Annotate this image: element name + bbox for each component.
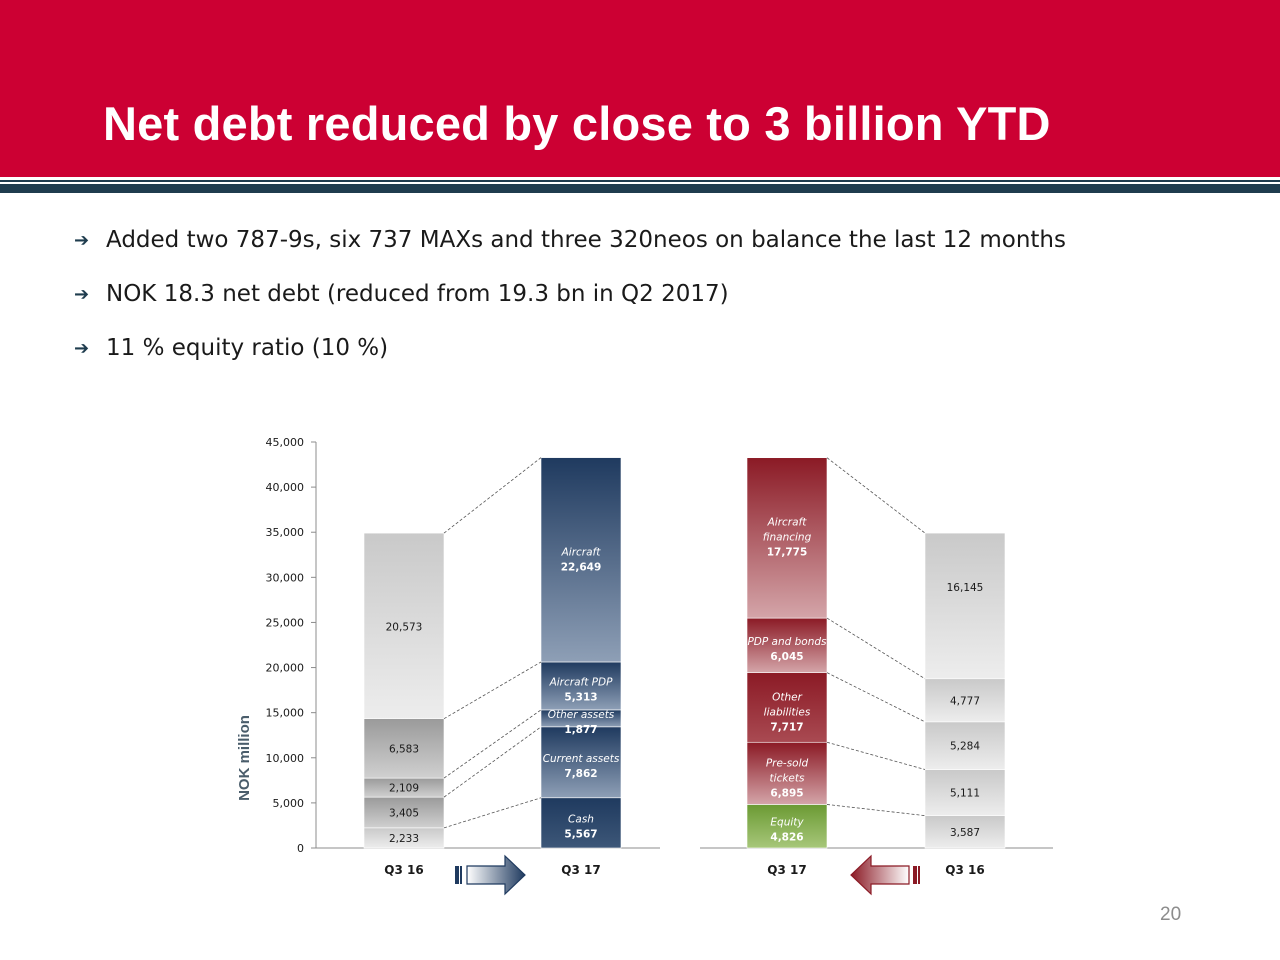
y-tick-label: 15,000 [266,707,305,720]
segment-name: Aircraft PDP [549,676,614,688]
bar-segment [924,678,1006,723]
bullet-text: NOK 18.3 net debt (reduced from 19.3 bn … [106,281,729,307]
data-label: 6,045 [770,651,803,663]
data-label: 5,111 [950,788,980,800]
header-divider-thin [0,180,1280,182]
data-label: 4,826 [770,832,803,844]
data-label: 2,109 [389,783,419,795]
data-label: 3,405 [389,807,419,819]
arrow-body [850,854,910,896]
bar-segment [540,457,622,663]
title-banner: Net debt reduced by close to 3 billion Y… [0,0,1280,177]
connector-line [826,672,926,723]
bar-segment [363,796,445,829]
y-tick-label: 35,000 [266,526,305,539]
bullet-list: ➔ Added two 787-9s, six 737 MAXs and thr… [74,220,1066,382]
connector-line [443,726,542,798]
bullet-text: Added two 787-9s, six 737 MAXs and three… [106,227,1066,253]
data-label: 6,895 [770,787,803,799]
segment-name: liabilities [764,706,811,718]
connector-line [826,617,926,680]
bar-segment [363,718,445,779]
y-tick-label: 0 [297,842,304,855]
bar-segment [540,726,622,799]
segment-name: Other assets [548,709,615,721]
data-label: 5,313 [564,691,597,703]
data-label: 1,877 [564,724,597,736]
bar-segment [924,815,1006,849]
y-axis-title: NOK million [236,715,253,801]
y-tick-label: 25,000 [266,616,305,629]
balance-sheet-chart: 0 5,000 10,000 15,000 20,000 25,000 30,000 35,0… [236,436,1053,896]
x-tick-label: Q3 16 [945,863,984,877]
data-label: 7,862 [564,768,597,780]
segment-name: Equity [770,817,804,829]
connector-line [443,457,542,534]
arrow-bar [455,866,459,884]
segment-name: tickets [770,772,805,784]
bullet-item: ➔ 11 % equity ratio (10 %) [74,328,1066,368]
arrow-bar [918,866,920,884]
connector-line [443,709,542,779]
x-tick-label: Q3 16 [384,863,423,877]
segment-name: Aircraft [561,547,602,559]
bullet-item: ➔ Added two 787-9s, six 737 MAXs and thr… [74,220,1066,260]
bar-segment [540,661,622,711]
data-label: 7,717 [770,721,803,733]
data-label: 20,573 [386,622,423,634]
data-label: 5,284 [950,741,980,753]
data-label: 16,145 [947,582,984,594]
segment-name: Cash [568,813,594,825]
segment-name: financing [763,532,812,544]
bar-segment [924,769,1006,816]
connector-line [443,661,542,720]
data-label: 5,567 [564,828,597,840]
slide-title: Net debt reduced by close to 3 billion Y… [103,97,1051,150]
segment-name: Pre-sold [766,757,809,769]
data-label: 6,583 [389,743,419,755]
segment-name: Current assets [543,753,620,765]
bar-segment [746,804,828,849]
y-tick-label: 30,000 [266,571,305,584]
arrow-bar [460,866,462,884]
data-label: 2,233 [389,833,419,845]
segment-name: PDP and bonds [747,636,827,648]
page-number: 20 [1160,904,1182,925]
arrow-right-icon: ➔ [74,229,90,251]
y-tick-label: 40,000 [266,481,305,494]
connector-line [826,804,926,817]
arrow-right-icon: ➔ [74,283,90,305]
data-label: 22,649 [561,562,602,574]
data-label: 3,587 [950,827,980,839]
bar-segment [746,617,828,673]
x-tick-label: Q3 17 [767,863,806,877]
bar-segment [746,457,828,619]
bar-segment [746,672,828,743]
data-label: 17,775 [767,547,808,559]
transition-arrow-icon [850,854,920,896]
connector-line [826,741,926,770]
bar-segment [540,797,622,849]
bar-segment [924,532,1006,680]
bullet-text: 11 % equity ratio (10 %) [106,335,389,361]
transition-arrow-icon [455,854,526,896]
bar-segment [363,532,445,720]
arrow-right-icon: ➔ [74,337,90,359]
y-tick-label: 10,000 [266,752,305,765]
header-divider-thick [0,184,1280,193]
data-label: 4,777 [950,695,980,707]
connector-line [443,797,542,829]
bullet-item: ➔ NOK 18.3 net debt (reduced from 19.3 b… [74,274,1066,314]
segment-name: Aircraft [767,517,808,529]
y-tick-label: 5,000 [273,797,305,810]
arrow-body [466,854,526,896]
connector-line [826,457,926,534]
segment-name: Other [772,691,802,703]
y-tick-label: 20,000 [266,662,305,675]
x-tick-label: Q3 17 [561,863,600,877]
arrow-bar [913,866,917,884]
y-tick-label: 45,000 [266,436,305,449]
bar-segment [924,721,1006,770]
